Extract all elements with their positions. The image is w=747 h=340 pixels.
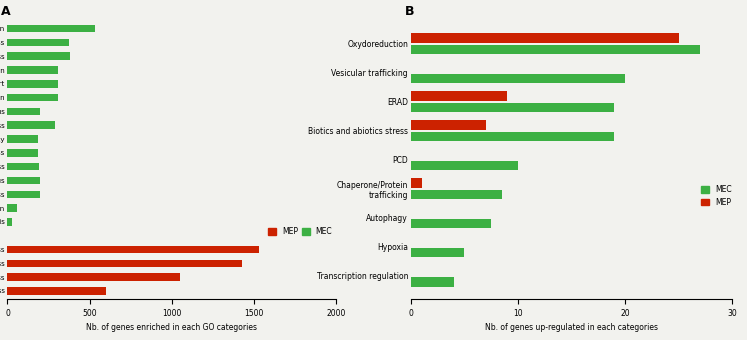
X-axis label: Nb. of genes up-regulated in each categories: Nb. of genes up-regulated in each catego… bbox=[485, 323, 658, 333]
Bar bbox=[411, 277, 453, 287]
Bar bbox=[411, 178, 421, 188]
Bar bbox=[7, 121, 55, 129]
Bar bbox=[7, 259, 243, 267]
Bar bbox=[411, 91, 507, 101]
Bar bbox=[7, 149, 38, 157]
Bar bbox=[7, 177, 40, 184]
Bar bbox=[411, 190, 502, 200]
Text: A: A bbox=[1, 5, 10, 18]
Bar bbox=[411, 103, 614, 112]
Bar bbox=[411, 161, 518, 170]
Bar bbox=[7, 218, 13, 226]
Bar bbox=[411, 45, 700, 54]
Bar bbox=[7, 190, 40, 198]
Bar bbox=[411, 33, 678, 42]
Bar bbox=[411, 219, 492, 228]
Bar bbox=[7, 66, 58, 74]
Legend: MEP, MEC: MEP, MEC bbox=[268, 227, 332, 236]
Bar bbox=[411, 248, 465, 257]
Bar bbox=[7, 80, 58, 88]
Legend: MEC, MEP: MEC, MEP bbox=[701, 185, 731, 207]
Bar bbox=[7, 246, 259, 253]
Bar bbox=[7, 52, 70, 60]
Bar bbox=[7, 163, 39, 170]
Bar bbox=[411, 132, 614, 141]
Bar bbox=[7, 108, 40, 115]
Bar bbox=[7, 287, 106, 295]
X-axis label: Nb. of genes enriched in each GO categories: Nb. of genes enriched in each GO categor… bbox=[87, 323, 257, 333]
Bar bbox=[7, 94, 58, 101]
Bar bbox=[7, 25, 95, 33]
Bar bbox=[411, 74, 625, 83]
Bar bbox=[7, 135, 38, 143]
Bar bbox=[411, 120, 486, 130]
Bar bbox=[7, 273, 180, 281]
Bar bbox=[7, 39, 69, 46]
Text: B: B bbox=[404, 5, 414, 18]
Bar bbox=[7, 204, 17, 212]
